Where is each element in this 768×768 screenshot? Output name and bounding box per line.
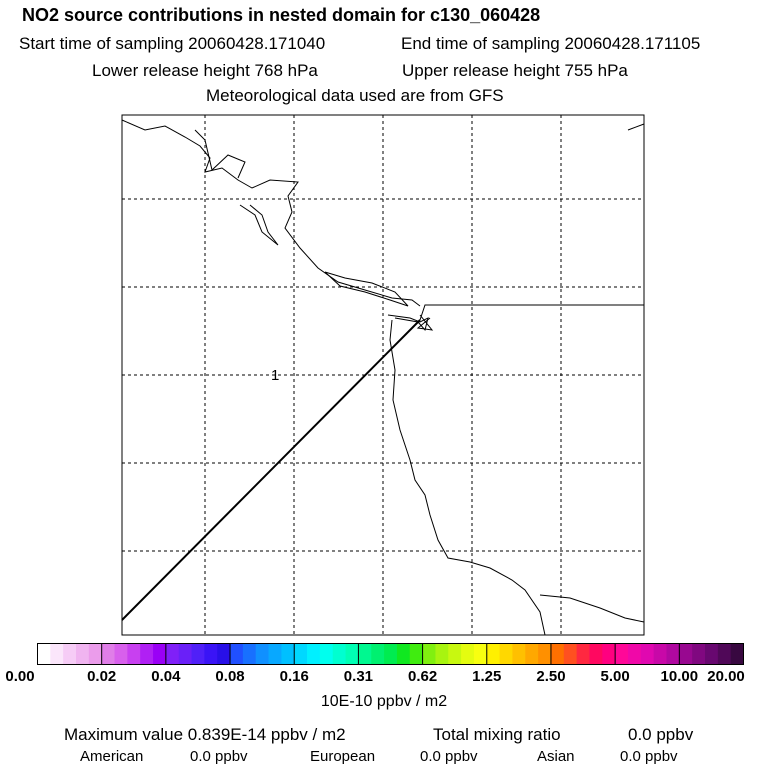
colorbar-cell bbox=[473, 643, 488, 665]
colorbar-tick-label: 10.00 bbox=[660, 668, 699, 685]
colorbar-cell bbox=[717, 643, 732, 665]
colorbar-cell bbox=[319, 643, 334, 665]
map-gridlines bbox=[122, 115, 644, 635]
colorbar-major-dividers bbox=[101, 643, 680, 665]
colorbar-cell bbox=[37, 643, 51, 665]
colorbar-cell bbox=[666, 643, 680, 665]
colorbar-units: 10E-10 ppbv / m2 bbox=[320, 693, 448, 710]
colorbar-cell bbox=[127, 643, 141, 665]
colorbar-tick-label: 0.16 bbox=[279, 668, 309, 685]
upper-release-label: Upper release height 755 hPa bbox=[402, 61, 628, 80]
colorbar-cell bbox=[627, 643, 642, 665]
plot-title: NO2 source contributions in nested domai… bbox=[22, 5, 541, 25]
colorbar-tick-label: 0.00 bbox=[5, 668, 35, 685]
colorbar-cell bbox=[435, 643, 449, 665]
colorbar-cell bbox=[653, 643, 667, 665]
colorbar-cell bbox=[704, 643, 719, 665]
max-value-label: Maximum value 0.839E-14 ppbv / m2 bbox=[64, 725, 346, 744]
colorbar-cell bbox=[114, 643, 128, 665]
colorbar-tick-label: 0.08 bbox=[215, 668, 245, 685]
lower-release-label: Lower release height 768 hPa bbox=[92, 61, 318, 80]
colorbar-tick-label: 0.31 bbox=[343, 668, 374, 685]
colorbar-cell bbox=[538, 643, 552, 665]
asian-label: Asian bbox=[537, 748, 575, 765]
colorbar-cell bbox=[563, 643, 578, 665]
end-time-label: End time of sampling 20060428.171105 bbox=[401, 34, 701, 53]
colorbar-cell bbox=[178, 643, 192, 665]
colorbar-cell bbox=[692, 643, 706, 665]
colorbar-cell bbox=[50, 643, 64, 665]
colorbar-cell bbox=[384, 643, 398, 665]
colorbar-tick-label: 1.25 bbox=[472, 668, 502, 685]
colorbar-tick-label: 2.50 bbox=[536, 668, 566, 685]
colorbar-cell bbox=[550, 643, 565, 665]
colorbar-cell bbox=[512, 643, 526, 665]
colorbar-cell bbox=[371, 643, 385, 665]
start-time-label: Start time of sampling 20060428.171040 bbox=[19, 34, 326, 53]
colorbar-cell bbox=[294, 643, 308, 665]
colorbar-cell bbox=[602, 643, 616, 665]
colorbar-cell bbox=[486, 643, 501, 665]
colorbar-cell bbox=[576, 643, 590, 665]
colorbar-cell bbox=[88, 643, 103, 665]
colorbar-cell bbox=[165, 643, 180, 665]
colorbar-cell bbox=[255, 643, 269, 665]
map-frame bbox=[121, 114, 645, 636]
european-label: European bbox=[310, 748, 376, 765]
met-data-label: Meteorological data used are from GFS bbox=[206, 86, 504, 105]
colorbar-cell bbox=[589, 643, 603, 665]
colorbar-cell bbox=[230, 643, 244, 665]
colorbar-cell bbox=[499, 643, 513, 665]
american-value: 0.0 ppbv bbox=[190, 748, 248, 765]
colorbar-cell bbox=[422, 643, 436, 665]
colorbar-cell bbox=[640, 643, 655, 665]
total-mixing-value: 0.0 ppbv bbox=[628, 725, 694, 744]
colorbar-cell bbox=[153, 643, 167, 665]
map-marker-label: 1 bbox=[271, 367, 279, 384]
colorbar-cells bbox=[37, 643, 744, 665]
colorbar-tick-label: 0.04 bbox=[151, 668, 181, 685]
colorbar-cell bbox=[679, 643, 693, 665]
european-value: 0.0 ppbv bbox=[420, 748, 478, 765]
colorbar-cell bbox=[409, 643, 423, 665]
colorbar-cell bbox=[140, 643, 154, 665]
colorbar-cell bbox=[448, 643, 462, 665]
colorbar-cell bbox=[76, 643, 90, 665]
colorbar bbox=[37, 643, 744, 665]
trajectory bbox=[121, 304, 644, 621]
colorbar-cell bbox=[101, 643, 115, 665]
colorbar-tick-label: 0.62 bbox=[407, 668, 438, 685]
colorbar-tick-label: 5.00 bbox=[600, 668, 630, 685]
colorbar-cell bbox=[63, 643, 77, 665]
colorbar-tick-label: 20.00 bbox=[707, 668, 745, 685]
colorbar-cell bbox=[242, 643, 257, 665]
colorbar-cell bbox=[191, 643, 205, 665]
colorbar-cell bbox=[332, 643, 346, 665]
colorbar-cell bbox=[358, 643, 372, 665]
colorbar-cell bbox=[615, 643, 629, 665]
map-panel: 1 bbox=[121, 114, 645, 636]
american-label: American bbox=[80, 748, 144, 765]
total-mixing-label: Total mixing ratio bbox=[433, 725, 561, 744]
colorbar-cell bbox=[461, 643, 475, 665]
colorbar-cell bbox=[525, 643, 539, 665]
colorbar-cell bbox=[281, 643, 295, 665]
asian-value: 0.0 ppbv bbox=[620, 748, 678, 765]
colorbar-cell bbox=[307, 643, 321, 665]
colorbar-cell bbox=[217, 643, 231, 665]
colorbar-cell bbox=[268, 643, 282, 665]
colorbar-cell bbox=[396, 643, 411, 665]
colorbar-cell bbox=[730, 643, 744, 665]
colorbar-cell bbox=[204, 643, 218, 665]
colorbar-cell bbox=[345, 643, 359, 665]
colorbar-tick-label: 0.02 bbox=[87, 668, 117, 685]
coastline bbox=[121, 119, 645, 636]
